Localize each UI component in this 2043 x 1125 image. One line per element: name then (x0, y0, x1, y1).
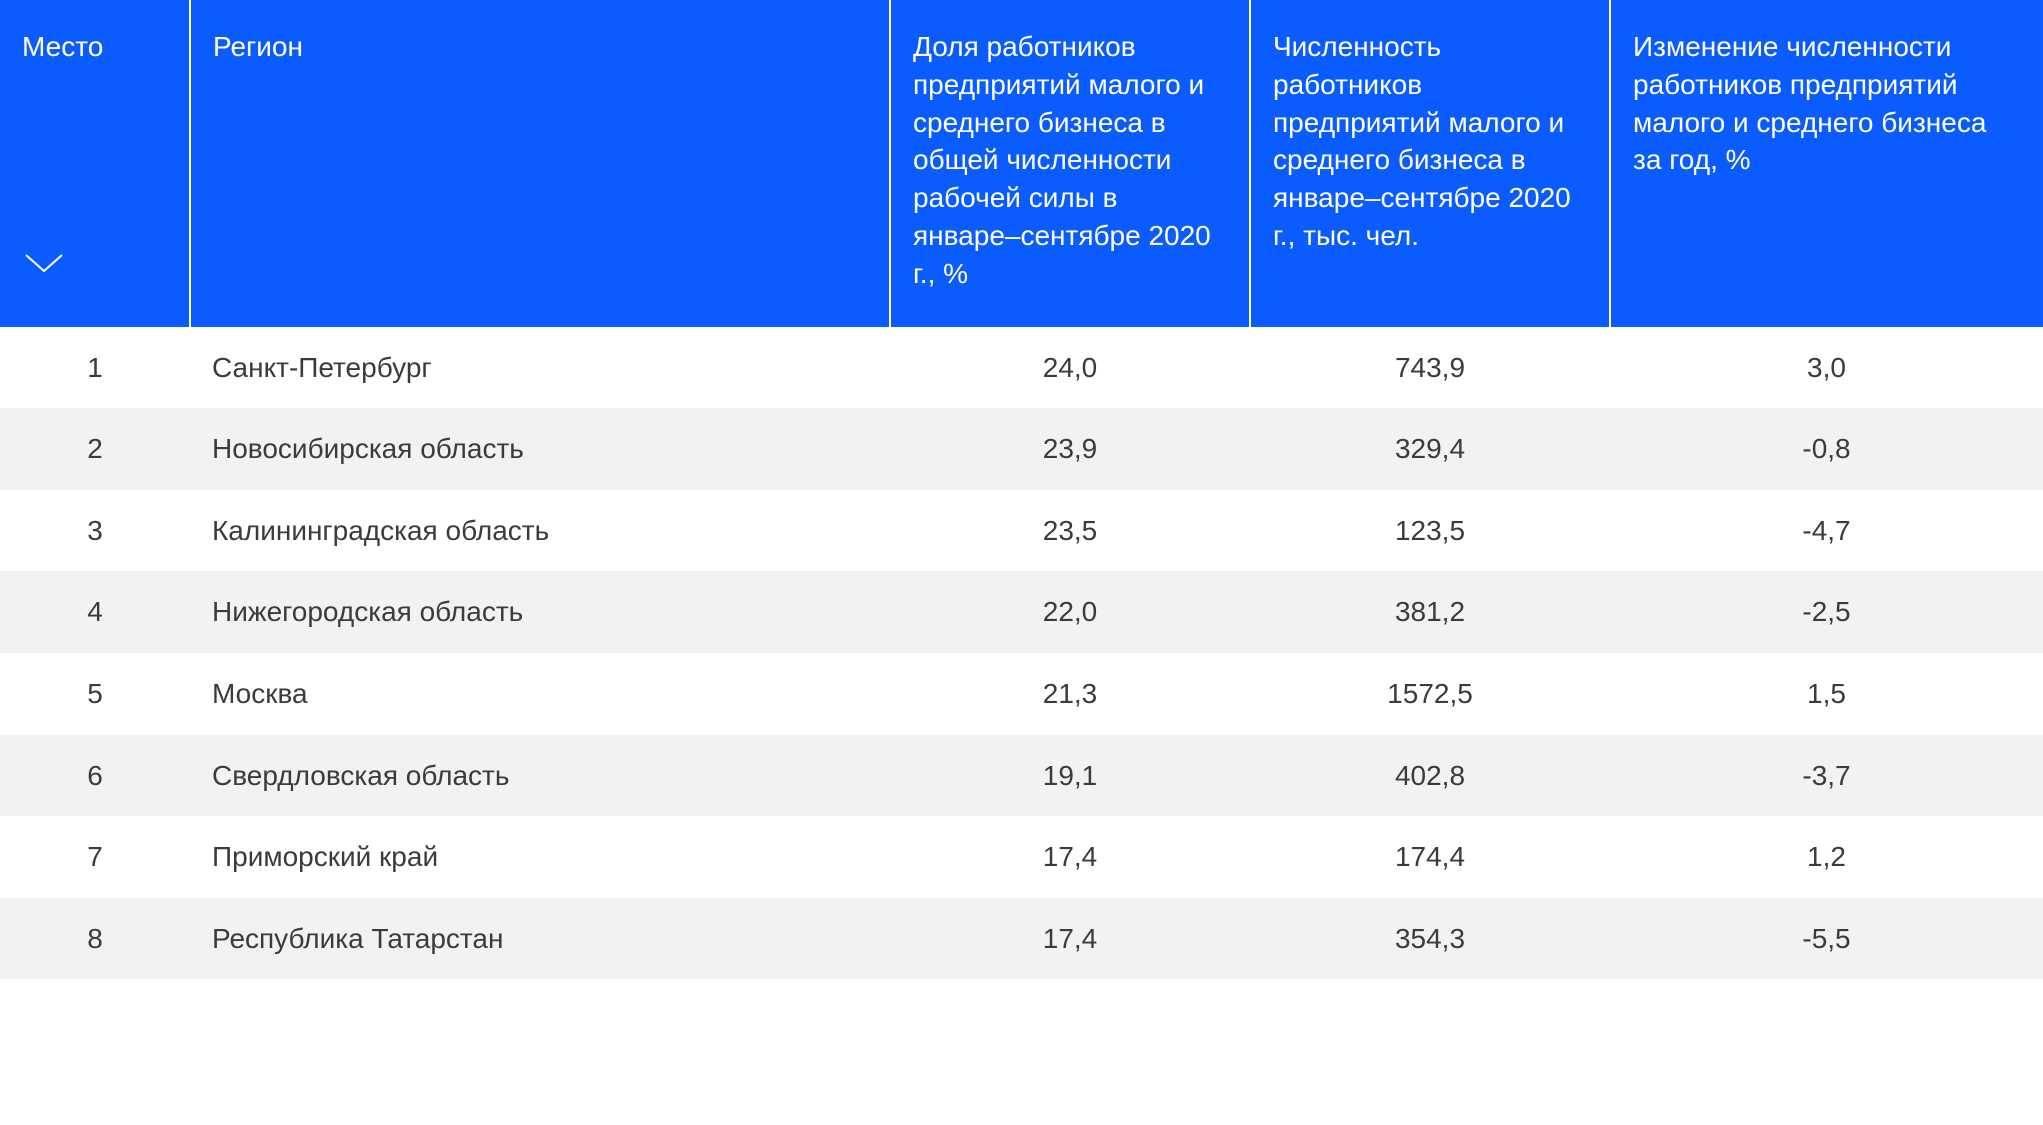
cell-region: Республика Татарстан (190, 898, 890, 980)
cell-count: 1572,5 (1250, 653, 1610, 735)
cell-count: 329,4 (1250, 408, 1610, 490)
col-header-region[interactable]: Регион (190, 0, 890, 327)
col-header-count-label: Численность работников предприятий малог… (1273, 31, 1571, 251)
cell-share: 24,0 (890, 327, 1250, 409)
cell-rank: 6 (0, 735, 190, 817)
cell-share: 22,0 (890, 571, 1250, 653)
cell-rank: 4 (0, 571, 190, 653)
cell-region: Нижегородская область (190, 571, 890, 653)
cell-region: Калининградская область (190, 490, 890, 572)
cell-rank: 2 (0, 408, 190, 490)
cell-count: 123,5 (1250, 490, 1610, 572)
cell-rank: 8 (0, 898, 190, 980)
cell-change: -2,5 (1610, 571, 2043, 653)
col-header-rank-label: Место (22, 31, 103, 62)
col-header-share-label: Доля работников предприятий малого и сре… (913, 31, 1211, 289)
cell-region: Приморский край (190, 816, 890, 898)
cell-region: Санкт-Петербург (190, 327, 890, 409)
table-row: 2Новосибирская область23,9329,4-0,8 (0, 408, 2043, 490)
cell-rank: 3 (0, 490, 190, 572)
cell-change: -0,8 (1610, 408, 2043, 490)
cell-change: -5,5 (1610, 898, 2043, 980)
col-header-count[interactable]: Численность работников предприятий малог… (1250, 0, 1610, 327)
cell-region: Москва (190, 653, 890, 735)
cell-share: 17,4 (890, 898, 1250, 980)
table-row: 6Свердловская область19,1402,8-3,7 (0, 735, 2043, 817)
table-header-row: Место Регион Доля работников предприятий… (0, 0, 2043, 327)
cell-share: 23,9 (890, 408, 1250, 490)
col-header-change[interactable]: Изменение численности работников предпри… (1610, 0, 2043, 327)
table-row: 4Нижегородская область22,0381,2-2,5 (0, 571, 2043, 653)
table-body: 1Санкт-Петербург24,0743,93,02Новосибирск… (0, 327, 2043, 980)
cell-rank: 7 (0, 816, 190, 898)
sme-ranking-table: Место Регион Доля работников предприятий… (0, 0, 2043, 979)
cell-count: 174,4 (1250, 816, 1610, 898)
cell-rank: 1 (0, 327, 190, 409)
cell-change: -3,7 (1610, 735, 2043, 817)
table-row: 8Республика Татарстан17,4354,3-5,5 (0, 898, 2043, 980)
cell-count: 354,3 (1250, 898, 1610, 980)
table-row: 7Приморский край17,4174,41,2 (0, 816, 2043, 898)
chevron-down-icon (22, 251, 167, 275)
cell-share: 17,4 (890, 816, 1250, 898)
col-header-region-label: Регион (213, 31, 303, 62)
cell-count: 743,9 (1250, 327, 1610, 409)
cell-share: 19,1 (890, 735, 1250, 817)
cell-change: -4,7 (1610, 490, 2043, 572)
cell-count: 381,2 (1250, 571, 1610, 653)
cell-share: 21,3 (890, 653, 1250, 735)
cell-region: Свердловская область (190, 735, 890, 817)
cell-change: 1,2 (1610, 816, 2043, 898)
cell-rank: 5 (0, 653, 190, 735)
col-header-rank[interactable]: Место (0, 0, 190, 327)
cell-count: 402,8 (1250, 735, 1610, 817)
col-header-share[interactable]: Доля работников предприятий малого и сре… (890, 0, 1250, 327)
table-row: 5Москва21,31572,51,5 (0, 653, 2043, 735)
cell-share: 23,5 (890, 490, 1250, 572)
table-row: 3Калининградская область23,5123,5-4,7 (0, 490, 2043, 572)
col-header-change-label: Изменение численности работников предпри… (1633, 31, 1986, 175)
cell-change: 3,0 (1610, 327, 2043, 409)
cell-change: 1,5 (1610, 653, 2043, 735)
cell-region: Новосибирская область (190, 408, 890, 490)
table-row: 1Санкт-Петербург24,0743,93,0 (0, 327, 2043, 409)
